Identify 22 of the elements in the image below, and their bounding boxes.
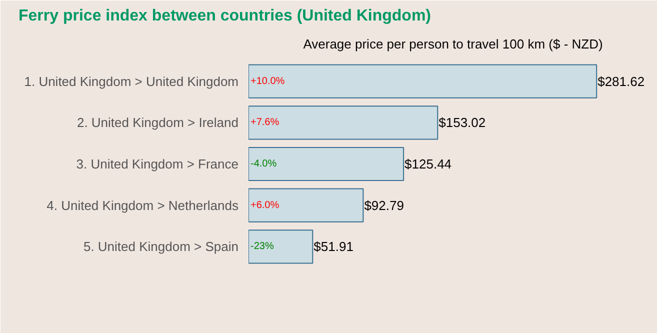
data-label: $92.79: [364, 198, 404, 213]
bar: [248, 188, 364, 222]
y-tick-label: 2. United Kingdom > Ireland: [76, 115, 239, 130]
annotation: +6.0%: [250, 200, 280, 211]
chart-subtitle: Average price per person to travel 100 km ($ - NZD): [303, 36, 603, 52]
bar: [248, 146, 404, 182]
annotation: +10.0%: [250, 76, 285, 87]
data-label: $125.44: [404, 156, 452, 172]
bar: [248, 230, 314, 264]
bar: [248, 106, 438, 140]
annotation: -4.0%: [250, 158, 277, 170]
data-label: $51.91: [314, 239, 354, 254]
bar: [248, 64, 598, 98]
data-label: $281.62: [598, 74, 645, 89]
y-tick-label: 4. United Kingdom > Netherlands: [46, 198, 239, 213]
chart-title: Ferry price index between countries (United Kingdom): [18, 8, 432, 24]
annotation: -23%: [250, 241, 274, 252]
y-tick-label: 5. United Kingdom > Spain: [83, 239, 239, 254]
y-tick-label: 1. United Kingdom > United Kingdom: [24, 74, 238, 89]
data-label: $153.02: [438, 115, 486, 130]
annotation: +7.6%: [250, 117, 280, 128]
y-tick-label: 3. United Kingdom > France: [76, 156, 239, 172]
